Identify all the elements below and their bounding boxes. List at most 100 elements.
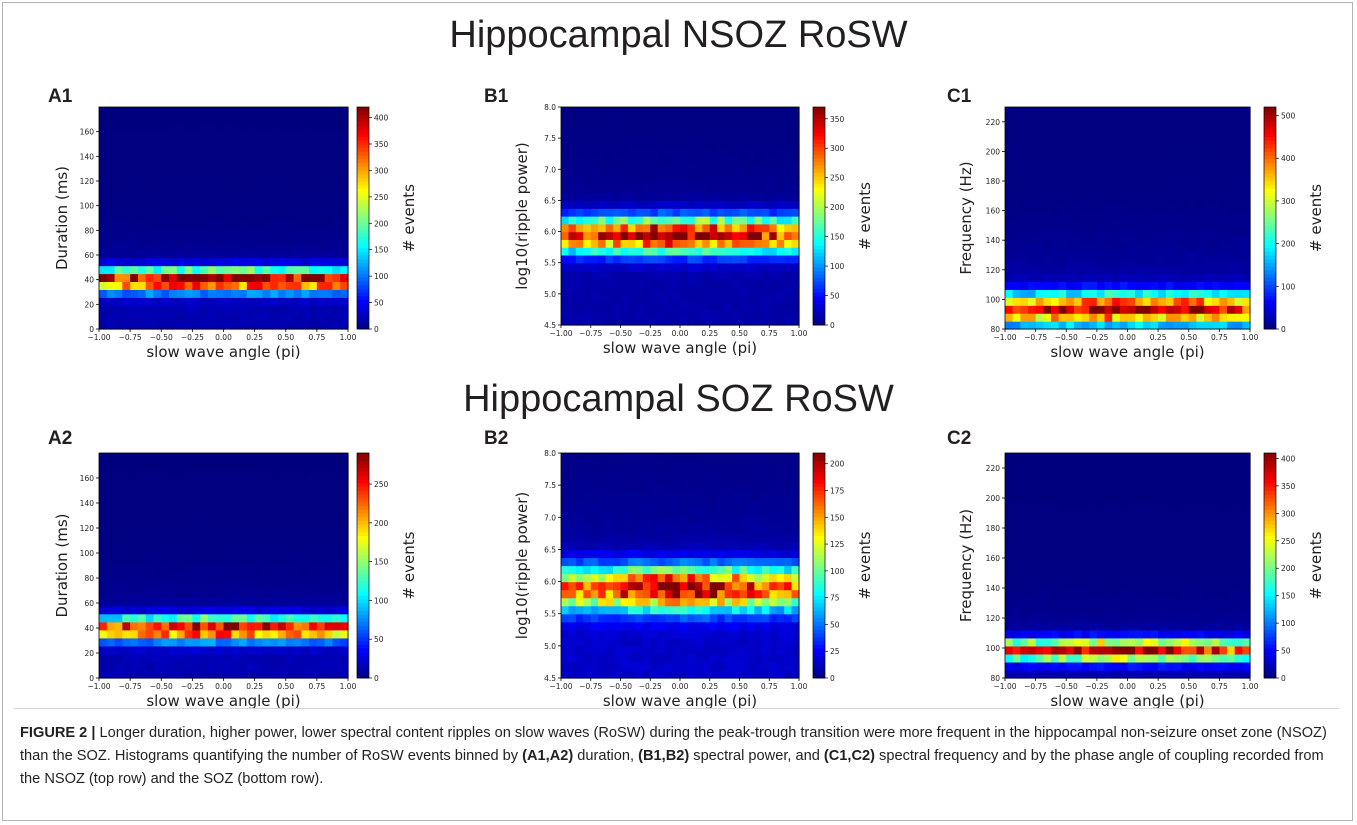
heatmap-cell [161, 130, 170, 140]
heatmap-cell [1196, 305, 1205, 314]
heatmap-cell [717, 192, 726, 202]
heatmap-cell [776, 293, 785, 303]
heatmap-cell [635, 247, 644, 256]
heatmap-cell [1188, 241, 1198, 251]
heatmap-cell [1242, 202, 1251, 211]
heatmap-cell [598, 525, 607, 534]
heatmap-cell [200, 305, 209, 314]
heatmap-cell [137, 637, 147, 647]
heatmap-cell [293, 469, 302, 478]
heatmap-cell [650, 208, 659, 217]
heatmap-cell [724, 453, 733, 462]
colorbar-segment [357, 539, 369, 544]
heatmap-cell [784, 301, 793, 311]
heatmap-cell [301, 138, 310, 148]
heatmap-cell [702, 565, 711, 575]
heatmap-cell [769, 184, 778, 194]
heatmap-cell [575, 589, 584, 599]
heatmap-cell [207, 541, 217, 551]
heatmap-cell [702, 581, 711, 591]
heatmap-cell [776, 223, 785, 233]
heatmap-cell [340, 621, 349, 631]
heatmap-cell [231, 525, 240, 534]
heatmap-cell [246, 281, 256, 290]
colorbar-segment [357, 321, 369, 326]
heatmap-cell [309, 114, 318, 124]
heatmap-cell [215, 162, 225, 172]
heatmap-cell [635, 485, 644, 494]
heatmap-cell [1158, 210, 1167, 219]
heatmap-cell [1242, 225, 1251, 235]
heatmap-cell [309, 289, 318, 298]
heatmap-cell [169, 297, 178, 306]
heatmap-cell [702, 262, 711, 272]
heatmap-cell [717, 669, 726, 679]
heatmap-cell [1066, 241, 1075, 251]
heatmap-cell [277, 289, 287, 298]
heatmap-cell [717, 161, 726, 170]
heatmap-cell [207, 501, 217, 510]
heatmap-cell [575, 485, 584, 494]
heatmap-cell [784, 637, 793, 647]
heatmap-cell [114, 477, 123, 486]
heatmap-cell [184, 138, 193, 148]
heatmap-cell [332, 669, 341, 679]
heatmap-cell [739, 493, 748, 502]
heatmap-cell [746, 107, 755, 116]
y-tick-label: 6.0 [544, 228, 556, 237]
heatmap-cell [613, 453, 622, 462]
heatmap-cell [627, 200, 636, 209]
heatmap-cell [1081, 154, 1090, 164]
heatmap-cell [1142, 218, 1152, 227]
heatmap-cell [293, 565, 302, 575]
heatmap-cell [769, 549, 778, 559]
heatmap-cell [732, 661, 741, 671]
heatmap-cell [122, 289, 131, 298]
heatmap-cell [709, 145, 718, 155]
colorbar-segment [357, 277, 369, 282]
colorbar-tick-label: 500 [1281, 112, 1296, 121]
heatmap-cell [657, 177, 666, 186]
heatmap-cell [657, 278, 666, 287]
heatmap-cell [262, 289, 271, 298]
heatmap-cell [200, 453, 209, 462]
heatmap-cell [694, 637, 703, 647]
heatmap-cell [598, 192, 607, 202]
heatmap-cell [784, 262, 793, 272]
heatmap-cell [1127, 218, 1136, 227]
heatmap-cell [309, 305, 318, 314]
heatmap-cell [1104, 138, 1113, 148]
heatmap-cell [1043, 321, 1052, 330]
heatmap-cell [153, 281, 162, 290]
heatmap-cell [1158, 257, 1167, 267]
heatmap-cell [1150, 186, 1159, 195]
heatmap-cell [200, 477, 209, 486]
heatmap-cell [1219, 297, 1228, 306]
heatmap-cell [754, 517, 763, 526]
heatmap-cell [184, 241, 193, 251]
colorbar-segment [357, 618, 369, 623]
colorbar-segment [357, 483, 369, 488]
colorbar-segment [813, 128, 825, 133]
heatmap-cell [1043, 241, 1052, 251]
heatmap-cell [568, 208, 577, 217]
heatmap-cell [665, 525, 674, 534]
x-tick-label: −0.25 [181, 333, 204, 342]
heatmap-cell [657, 621, 666, 631]
heatmap-cell [192, 629, 201, 639]
heatmap-cell [784, 557, 793, 567]
heatmap-cell [1142, 186, 1152, 195]
colorbar-segment [1264, 151, 1276, 156]
colorbar-frame [812, 106, 826, 326]
heatmap-cell [583, 254, 592, 264]
heatmap-cell [99, 613, 108, 623]
heatmap-cell [1181, 218, 1190, 227]
heatmap-cell [724, 581, 733, 591]
heatmap-cell [769, 525, 778, 534]
heatmap-cell [130, 629, 139, 639]
heatmap-cell [754, 247, 763, 256]
heatmap-cell [1150, 146, 1159, 156]
colorbar-segment [357, 155, 369, 160]
heatmap-cell [309, 249, 318, 259]
heatmap-cell [137, 233, 147, 243]
